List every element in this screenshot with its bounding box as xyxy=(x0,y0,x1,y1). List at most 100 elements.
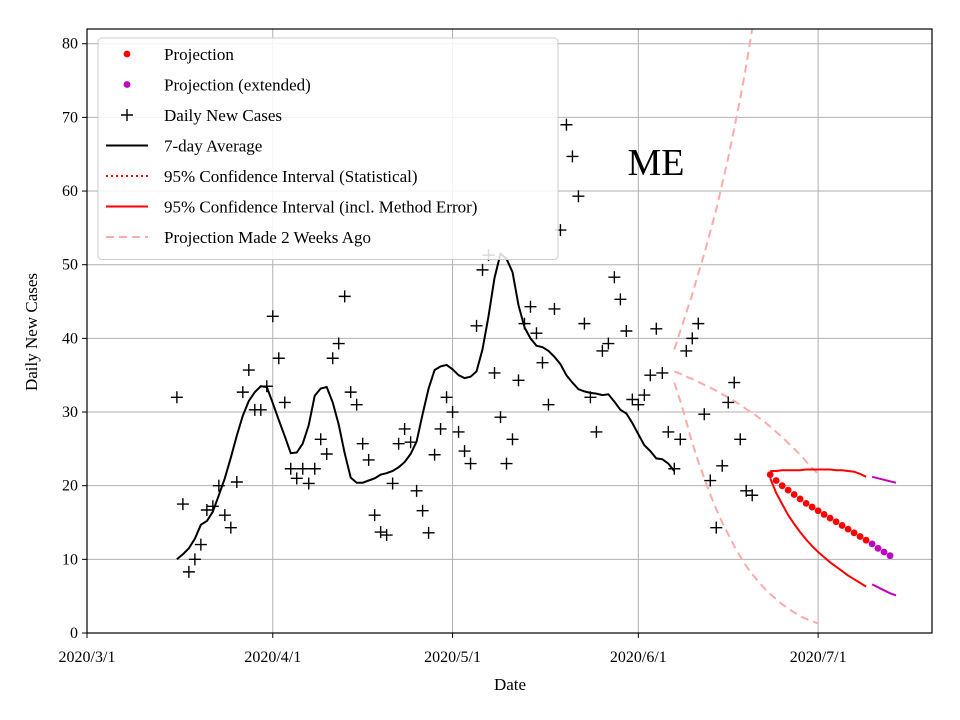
daily-case-point xyxy=(692,317,705,330)
daily-case-point xyxy=(278,396,291,409)
daily-case-point xyxy=(314,433,327,446)
daily-case-point xyxy=(398,422,411,435)
daily-case-point xyxy=(242,364,255,377)
ci-method-upper-line xyxy=(770,468,867,478)
chart-annotation: ME xyxy=(628,142,685,184)
daily-case-point xyxy=(686,332,699,345)
daily-case-point xyxy=(530,327,543,340)
daily-case-point xyxy=(662,425,675,438)
daily-case-point xyxy=(608,271,621,284)
daily-case-point xyxy=(206,500,219,513)
x-axis-label: Date xyxy=(494,675,526,694)
daily-case-point xyxy=(308,462,321,475)
daily-case-point xyxy=(674,433,687,446)
y-tick-label: 80 xyxy=(62,36,78,53)
daily-case-point xyxy=(512,374,525,387)
daily-case-point xyxy=(344,386,357,399)
daily-case-point xyxy=(290,472,303,485)
legend-marker-dot xyxy=(123,81,131,88)
x-tick-label: 2020/5/1 xyxy=(424,649,481,666)
daily-case-point xyxy=(302,477,315,490)
y-tick-label: 10 xyxy=(62,551,78,568)
daily-case-point xyxy=(668,462,681,475)
y-tick-label: 0 xyxy=(70,625,78,642)
projection-point xyxy=(778,482,786,490)
projection-point xyxy=(850,529,858,537)
daily-case-point xyxy=(710,521,723,534)
daily-case-point xyxy=(428,448,441,461)
daily-case-point xyxy=(464,457,477,470)
daily-case-point xyxy=(194,538,207,551)
daily-case-point xyxy=(260,380,273,393)
daily-case-point xyxy=(548,302,561,315)
y-axis-label: Daily New Cases xyxy=(22,273,41,391)
daily-case-point xyxy=(644,369,657,382)
legend-box xyxy=(97,37,559,260)
daily-case-point xyxy=(698,408,711,421)
legend-label: 7-day Average xyxy=(164,137,262,156)
legend-label: 95% Confidence Interval (Statistical) xyxy=(164,167,418,186)
daily-case-point xyxy=(422,526,435,539)
projection-extended-point xyxy=(868,540,876,548)
daily-case-point xyxy=(254,403,267,416)
daily-case-point xyxy=(524,300,537,313)
daily-case-point xyxy=(266,310,279,323)
daily-case-point xyxy=(704,474,717,487)
daily-case-point xyxy=(230,476,243,488)
daily-case-point xyxy=(536,356,549,369)
projection-point xyxy=(838,522,846,529)
projection-point xyxy=(826,514,834,522)
legend-label: 95% Confidence Interval (incl. Method Er… xyxy=(164,198,477,217)
legend: Projection Projection (extended) Daily New… xyxy=(97,37,559,260)
daily-case-point xyxy=(320,448,333,461)
daily-case-point xyxy=(404,436,417,449)
daily-case-point xyxy=(440,391,453,404)
daily-case-point xyxy=(470,319,483,332)
ci-method-lower-extended-line xyxy=(871,583,897,597)
projection-point xyxy=(772,477,780,484)
projection-extended-point xyxy=(874,544,882,552)
seven-day-average-line xyxy=(176,251,676,561)
x-tick-label: 2020/4/1 xyxy=(244,649,301,666)
daily-case-point xyxy=(638,389,651,402)
daily-case-point xyxy=(176,498,189,511)
projection-extended-point xyxy=(886,552,894,560)
projection-point xyxy=(802,499,810,507)
daily-case-point xyxy=(296,462,309,475)
daily-case-point xyxy=(620,325,633,337)
daily-case-point xyxy=(746,489,759,502)
daily-case-point xyxy=(338,290,351,303)
y-tick-label: 60 xyxy=(62,183,78,200)
daily-case-point xyxy=(626,393,639,406)
x-tick-label: 2020/6/1 xyxy=(610,649,667,666)
daily-case-point xyxy=(392,437,405,450)
projection-point xyxy=(796,495,804,503)
projection-point xyxy=(844,525,852,533)
plot-frame xyxy=(86,28,933,634)
projection-point xyxy=(862,536,870,544)
ci-method-upper-extended-line xyxy=(871,475,897,484)
daily-case-point xyxy=(374,526,387,539)
daily-case-point xyxy=(656,366,669,379)
ci-method-lower-line xyxy=(769,477,867,588)
daily-case-point xyxy=(578,317,591,330)
daily-case-point xyxy=(356,437,369,450)
daily-case-point xyxy=(734,433,747,446)
projection-point xyxy=(784,486,792,494)
daily-case-point xyxy=(188,553,201,566)
projection-extended-point xyxy=(880,548,888,556)
projection-point xyxy=(814,507,822,515)
daily-case-point xyxy=(494,411,507,424)
daily-case-point xyxy=(590,425,603,438)
y-tick-label: 70 xyxy=(62,109,78,126)
daily-case-point xyxy=(368,509,381,522)
legend-label: Projection (extended) xyxy=(164,76,311,95)
legend-marker-dot xyxy=(123,50,131,58)
daily-case-point xyxy=(380,529,393,542)
projection-point xyxy=(856,533,864,540)
daily-case-point xyxy=(350,398,363,411)
daily-case-point xyxy=(272,352,285,365)
daily-case-point xyxy=(518,317,531,330)
daily-case-point xyxy=(572,190,585,203)
